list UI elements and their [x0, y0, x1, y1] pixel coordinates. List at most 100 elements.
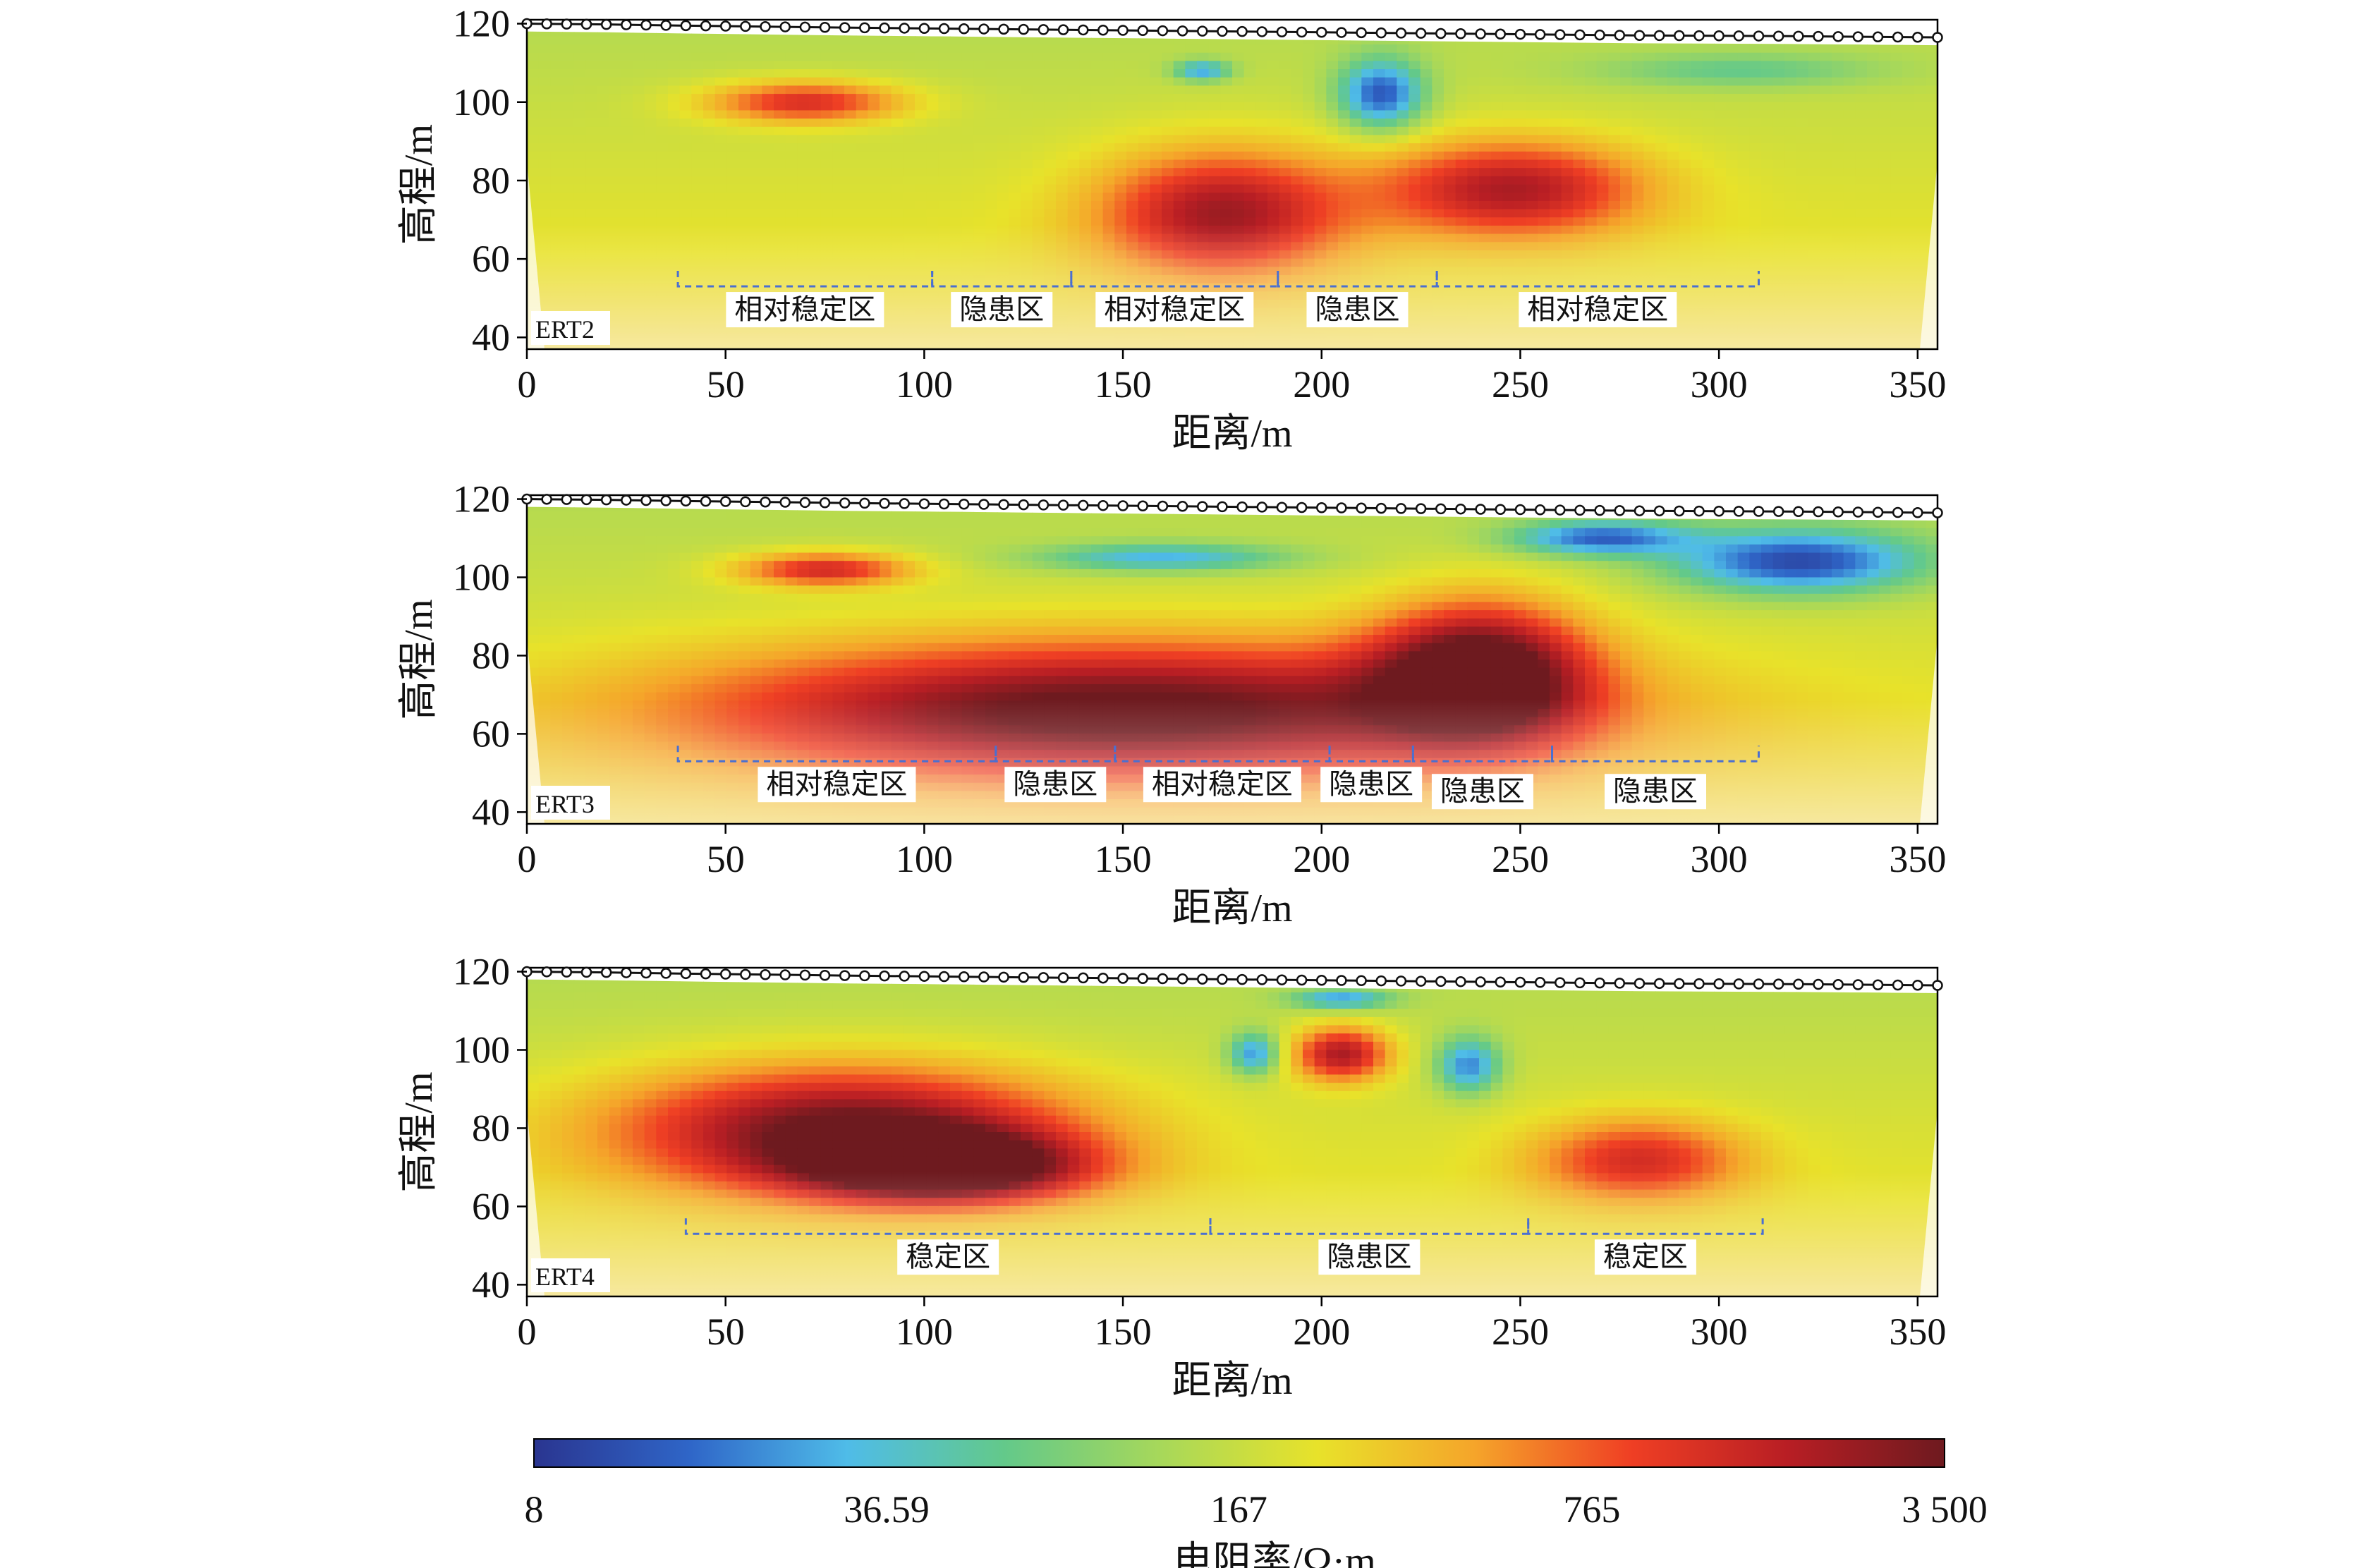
resistivity-cell — [1726, 23, 1739, 29]
electrode-marker — [1634, 30, 1646, 41]
electrode-marker — [779, 21, 791, 32]
electrode-marker — [1495, 28, 1507, 40]
x-tick-label: 350 — [1889, 363, 1946, 406]
electrode-marker — [1475, 28, 1486, 39]
resistivity-cell — [1702, 23, 1715, 29]
y-tick-label: 120 — [453, 3, 510, 45]
resistivity-cell — [1878, 23, 1892, 29]
panel-ert2: 0 50 100 150 200 250 300 350406080100120距离/m高程/… — [397, 3, 1946, 456]
electrode-marker — [740, 20, 751, 32]
zone-annotation: 相对稳定区 — [1435, 271, 1760, 328]
electrode-marker — [998, 23, 1009, 35]
electrode-marker — [1077, 24, 1089, 36]
electrode-marker — [1276, 26, 1288, 37]
y-axis-title: 高程/m — [397, 124, 441, 245]
electrode-marker — [1852, 31, 1864, 42]
resistivity-cell — [1526, 23, 1539, 29]
electrode-marker — [1176, 25, 1188, 37]
zone-label: 隐患区 — [959, 293, 1044, 325]
profile-tag-box — [531, 311, 610, 345]
electrode-marker — [1316, 27, 1327, 38]
resistivity-cell — [1667, 23, 1680, 29]
electrode-marker — [1872, 31, 1884, 43]
resistivity-cell — [1691, 23, 1703, 29]
electrode-marker — [1753, 30, 1765, 42]
zone-label-box — [951, 292, 1053, 328]
electrode-marker — [1534, 29, 1546, 40]
electrode-marker — [660, 20, 671, 31]
resistivity-cell — [1749, 23, 1762, 29]
electrode-marker — [580, 18, 592, 30]
electrode-marker — [719, 20, 731, 32]
electrode-marker — [839, 22, 851, 33]
resistivity-cell — [1185, 23, 1198, 29]
resistivity-cell — [1596, 23, 1610, 29]
edge-fade-right — [1920, 161, 1938, 349]
panels-group: 0 50 100 150 200 250 300 350406080100120距离/m高程/… — [397, 3, 1946, 1403]
electrode-marker — [1793, 30, 1804, 42]
zone-label: 相对稳定区 — [734, 293, 875, 325]
resistivity-cell — [1784, 23, 1797, 29]
y-tick-label: 60 — [472, 238, 510, 280]
resistivity-cell — [1444, 23, 1456, 29]
zone-label-box — [1306, 292, 1409, 328]
electrode-marker — [1256, 26, 1268, 37]
electrode-marker — [1832, 31, 1844, 42]
electrode-marker — [1912, 32, 1923, 43]
panel-ert3: 0 50 100 150 200 250 300 350406080100120距离/m高程/… — [397, 478, 1946, 930]
resistivity-cell — [1655, 23, 1668, 29]
x-tick-label: 100 — [896, 363, 953, 406]
electrode-marker — [1336, 27, 1347, 38]
edge-fade-left — [527, 161, 545, 349]
electrode-marker — [640, 19, 652, 31]
x-tick-label: 50 — [707, 363, 745, 406]
electrode-marker — [621, 19, 632, 30]
electrode-marker — [680, 20, 692, 32]
electrode-marker — [600, 18, 612, 30]
electrode-marker — [879, 22, 890, 34]
electrode-marker — [1435, 28, 1447, 39]
resistivity-cell — [1832, 23, 1844, 29]
electrode-marker — [1813, 30, 1824, 42]
resistivity-cell — [1326, 23, 1339, 29]
electrode-marker — [1772, 30, 1784, 42]
resistivity-cell — [1620, 23, 1633, 29]
resistivity-cell — [1420, 23, 1433, 29]
resistivity-cell — [1855, 23, 1868, 29]
electrode-marker — [1018, 23, 1029, 35]
resistivity-cell — [1455, 23, 1468, 29]
electrode-marker — [1555, 29, 1566, 40]
x-tick-label: 250 — [1492, 363, 1549, 406]
electrode-marker — [899, 23, 910, 34]
resistivity-cell — [1409, 23, 1421, 29]
resistivity-cell — [1573, 23, 1586, 29]
x-tick-label: 150 — [1095, 363, 1152, 406]
electrode-marker — [1674, 30, 1685, 42]
x-tick-label: 300 — [1691, 363, 1748, 406]
y-tick-label: 40 — [472, 316, 510, 358]
resistivity-cell — [1243, 23, 1257, 29]
electrode-marker — [1932, 32, 1943, 43]
resistivity-cell — [1608, 23, 1621, 29]
electrode-marker — [1038, 24, 1050, 35]
resistivity-cell — [1373, 23, 1386, 29]
resistivity-cell — [1303, 23, 1315, 29]
resistivity-cell — [1514, 23, 1527, 29]
resistivity-cell — [1067, 23, 1081, 29]
electrode-marker — [1296, 26, 1308, 38]
zone-label-box — [1095, 292, 1254, 328]
resistivity-cell — [1126, 23, 1139, 29]
electrode-marker — [1693, 30, 1705, 42]
electrode-marker — [1713, 30, 1725, 42]
resistivity-cell — [1772, 23, 1786, 29]
zone-bracket — [1070, 271, 1279, 288]
resistivity-cell — [1761, 23, 1774, 29]
electrode-marker — [1217, 25, 1228, 37]
zone-annotation: 相对稳定区 — [676, 271, 934, 328]
electrode-marker — [978, 23, 990, 35]
resistivity-cell — [1714, 23, 1727, 29]
resistivity-cell — [1385, 23, 1398, 29]
y-tick-label: 80 — [472, 159, 510, 202]
resistivity-cell — [1796, 23, 1809, 29]
electrode-marker — [1117, 25, 1129, 36]
